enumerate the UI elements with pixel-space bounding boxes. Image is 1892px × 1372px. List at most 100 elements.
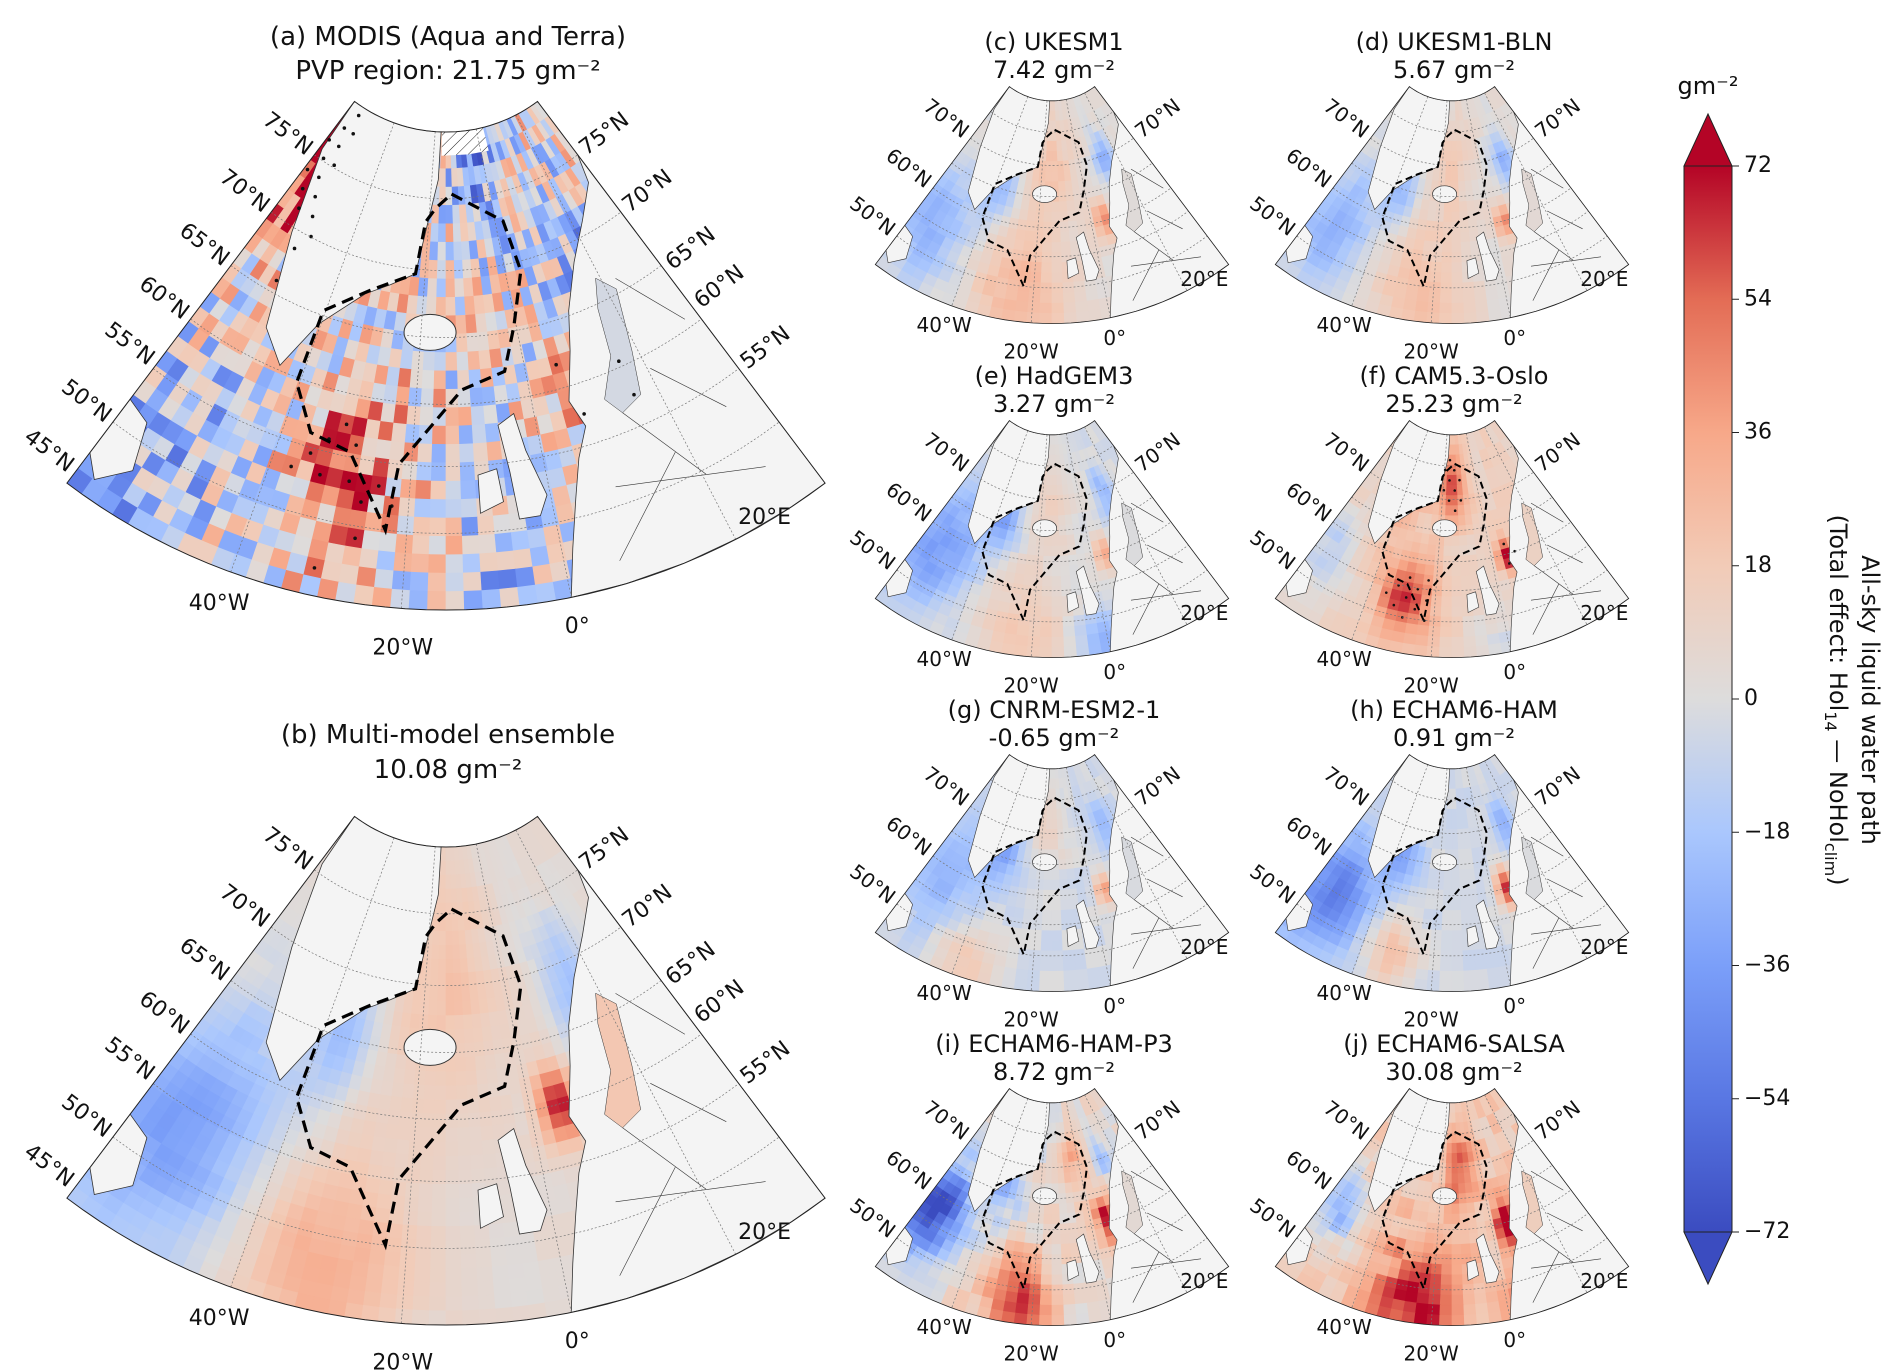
meridian-line <box>1065 433 1111 652</box>
field-cell <box>1062 615 1075 628</box>
field-cell <box>502 1221 520 1238</box>
field-cell <box>445 168 453 188</box>
field-cell <box>459 443 475 464</box>
field-cell <box>1460 231 1471 243</box>
field-cell <box>366 1163 383 1181</box>
field-cell <box>433 388 447 409</box>
field-cell <box>1476 310 1491 323</box>
panel-subtitle: PVP region: 21.75 gm⁻² <box>295 56 600 86</box>
field-cell <box>1016 290 1030 303</box>
field-cell <box>400 1238 418 1255</box>
field-cell <box>408 387 423 408</box>
field-cell <box>480 1125 495 1142</box>
field-cell <box>1451 302 1465 314</box>
field-cell <box>483 404 499 425</box>
stipple-dot <box>359 500 363 504</box>
field-cell <box>395 1294 414 1311</box>
map-panels: (a) MODIS (Aqua and Terra)PVP region: 21… <box>19 22 1630 1372</box>
field-cell <box>430 462 447 482</box>
stipple-dot <box>336 144 341 149</box>
field-cell <box>395 533 414 555</box>
field-cell <box>463 590 484 611</box>
field-cell <box>456 351 470 372</box>
field-cell <box>460 480 477 500</box>
field-cell <box>364 1277 384 1294</box>
field-cell <box>507 1263 526 1280</box>
field-cell <box>1051 626 1065 638</box>
field-cell <box>459 1211 475 1227</box>
field-cell <box>1035 535 1045 547</box>
country-border <box>615 993 686 1035</box>
map-area <box>66 101 826 611</box>
parallel-line <box>896 235 1208 289</box>
field-cell <box>1028 200 1038 212</box>
field-cell <box>428 1310 447 1325</box>
meridian-line <box>1030 434 1048 657</box>
field-cell <box>445 278 456 298</box>
field-cell <box>1058 191 1068 203</box>
field-cell <box>453 986 463 1002</box>
field-cell <box>476 1266 494 1283</box>
meridian-line <box>1084 426 1188 625</box>
field-cell <box>1051 495 1059 507</box>
field-cell <box>413 516 431 537</box>
field-cell <box>456 333 469 353</box>
field-cell <box>1045 171 1053 183</box>
field-cell <box>445 1197 461 1213</box>
field-cell <box>1051 565 1062 577</box>
meridian-line <box>1065 99 1111 318</box>
field-cell <box>413 1281 431 1298</box>
field-cell <box>445 425 460 445</box>
land-uk <box>1475 231 1500 282</box>
field-cell <box>1028 534 1038 546</box>
field-cell <box>1051 312 1065 324</box>
land-europe <box>568 154 826 598</box>
field-cell <box>464 1042 476 1058</box>
field-cell <box>445 1127 459 1143</box>
field-cell <box>432 1169 447 1185</box>
meridian-line <box>1084 92 1188 291</box>
field-cell <box>445 874 452 890</box>
field-cell <box>1427 301 1441 314</box>
parallel-line <box>270 926 622 986</box>
stipple-dot <box>297 206 301 211</box>
field-cell <box>417 277 429 298</box>
field-cell <box>1463 312 1478 324</box>
lon-label: 0° <box>1503 326 1526 350</box>
lat-label-right: 70°N <box>1530 93 1585 143</box>
lon-label: 40°W <box>189 591 250 616</box>
field-cell <box>1063 301 1077 314</box>
field-cell <box>427 591 447 611</box>
lat-label-left: 65°N <box>175 933 234 986</box>
field-cell <box>398 497 416 518</box>
field-cell <box>432 425 447 445</box>
field-cell <box>497 568 518 590</box>
field-cell <box>379 1293 398 1310</box>
field-cell <box>1051 242 1062 254</box>
field-cell <box>477 515 496 536</box>
field-cell <box>1459 221 1470 233</box>
field-cell <box>461 516 479 537</box>
field-cell <box>445 1282 463 1298</box>
field-cell <box>1041 252 1053 264</box>
field-cell <box>458 1169 473 1185</box>
field-cell <box>399 1111 413 1128</box>
field-cell <box>1030 261 1043 274</box>
field-cell <box>1043 211 1053 223</box>
field-cell <box>363 1291 382 1308</box>
field-cell <box>369 1149 385 1167</box>
field-cell <box>1021 250 1034 263</box>
land <box>885 86 1229 319</box>
field-cell <box>417 1197 433 1213</box>
field-cell <box>445 1296 463 1312</box>
field-cell <box>445 1310 464 1325</box>
field-cell <box>434 1085 447 1101</box>
field-cell <box>435 1071 447 1087</box>
field-cell <box>1051 545 1061 557</box>
field-cell <box>445 296 457 317</box>
field-cell <box>453 241 463 261</box>
field-cell <box>465 1056 477 1072</box>
field-cell <box>1015 300 1029 313</box>
panel-subtitle: 5.67 gm⁻² <box>1393 56 1515 84</box>
